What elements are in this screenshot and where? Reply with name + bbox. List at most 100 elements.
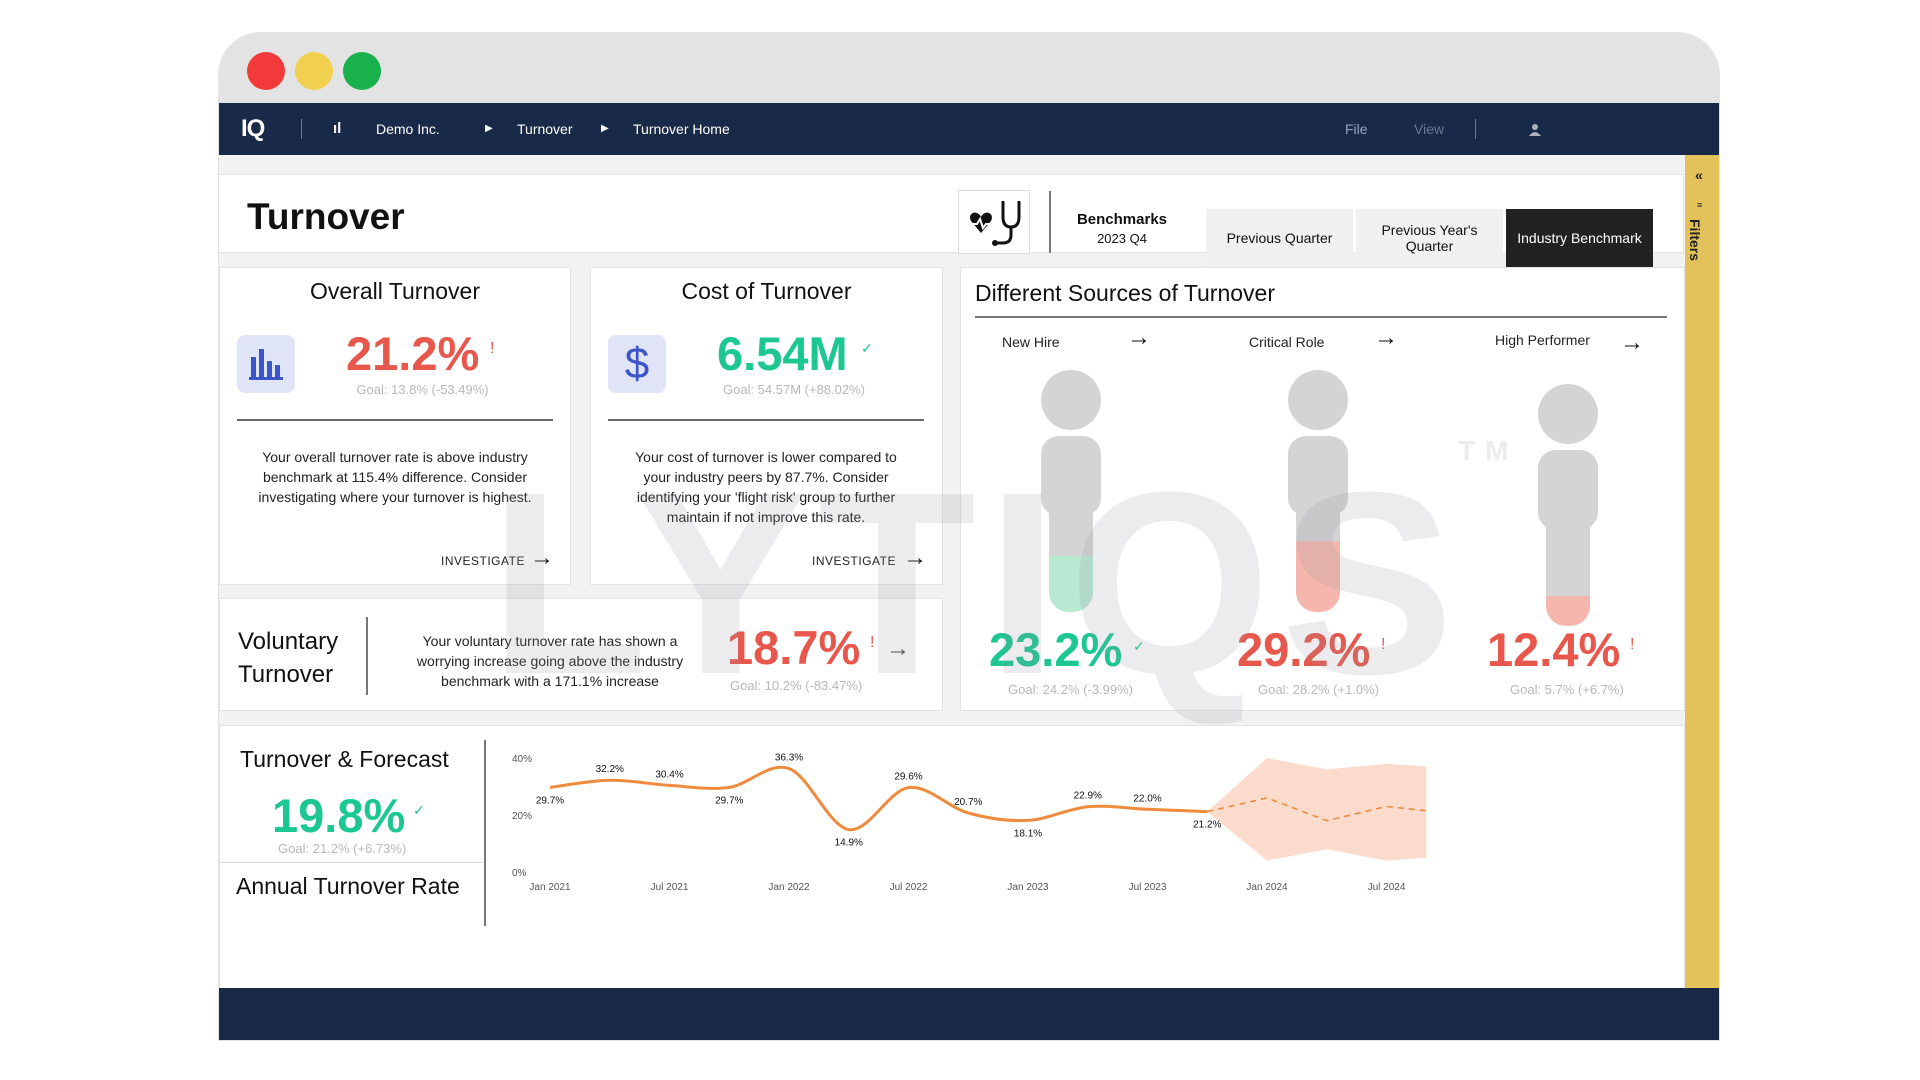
voluntary-description: Your voluntary turnover rate has shown a… [416,633,684,689]
file-menu[interactable]: File [1345,121,1368,137]
arrow-right-icon[interactable]: → [1374,324,1398,351]
new-hire-goal: Goal: 24.2% (-3.99%) [1008,682,1134,697]
forecast-value: 19.8% [272,789,406,842]
filters-label[interactable]: Filters [1687,219,1703,262]
x-tick-label: Jul 2024 [1368,882,1406,893]
source-label-critical-role: Critical Role [1249,334,1325,350]
cost-of-turnover-value: 6.54M [717,327,848,380]
x-tick-label: Jan 2023 [1007,882,1049,893]
voluntary-goal: Goal: 10.2% (-83.47%) [730,678,863,693]
chevron-right-icon: ▶ [601,123,609,134]
voluntary-turnover-card: Voluntary Turnover Your voluntary turnov… [219,598,943,711]
cost-of-turnover-card: Cost of Turnover $ 6.54M ✓ Goal: 54.57M … [590,267,943,585]
check-icon: ✓ [413,802,425,818]
source-label-high-performer: High Performer [1495,332,1590,348]
card-title: Cost of Turnover [681,278,852,304]
y-tick-label: 20% [512,811,532,822]
person-figures [1041,370,1598,626]
x-tick-label: Jul 2022 [890,882,928,893]
x-tick-label: Jul 2021 [651,882,689,893]
voluntary-value: 18.7% [727,621,861,674]
arrow-right-icon[interactable]: → [903,544,927,571]
maximize-window-button[interactable] [343,52,381,90]
data-label: 30.4% [655,769,683,780]
x-tick-label: Jul 2023 [1129,882,1167,893]
filter-icon: ≡ [1697,200,1703,210]
top-navbar: IQ ıl Demo Inc. ▶ Turnover ▶ Turnover Ho… [219,103,1719,155]
card-title: Different Sources of Turnover [975,280,1275,306]
investigate-link[interactable]: INVESTIGATE [812,554,896,568]
divider [608,419,924,421]
divider [366,617,368,695]
new-hire-value: 23.2% [989,623,1123,676]
card-title: Overall Turnover [309,278,480,304]
alert-icon: ! [1381,636,1386,653]
forecast-band [1207,758,1427,861]
annual-turnover-box: Annual Turnover Rate [220,862,485,923]
data-label: 20.7% [954,797,982,808]
divider [237,419,553,421]
arrow-right-icon[interactable]: → [886,635,910,662]
previous-quarter-button[interactable]: Previous Quarter [1206,209,1353,270]
user-icon[interactable] [1528,103,1542,155]
divider [1049,191,1051,253]
data-label: 22.9% [1074,791,1102,802]
header-panel: Turnover Benchmarks 2023 Q4 Previous Qua… [219,174,1684,270]
arrow-right-icon[interactable]: → [530,544,554,571]
close-window-button[interactable] [247,52,285,90]
turnover-forecast-card: Turnover & Forecast 19.8% ✓ Goal: 21.2% … [219,725,1685,990]
cost-description: Your cost of turnover is lower compared … [635,449,897,525]
arrow-right-icon[interactable]: → [1620,329,1644,356]
dollar-icon: $ [608,335,666,393]
filters-sidebar[interactable]: « ≡ Filters [1685,155,1719,988]
benchmarks-period: 2023 Q4 [1097,231,1147,246]
collapse-icon[interactable]: « [1695,167,1703,183]
arrow-right-icon[interactable]: → [1127,324,1151,351]
data-label: 29.7% [536,795,564,806]
divider [484,740,486,926]
new-hire-fill [1041,555,1101,612]
data-label: 29.7% [715,795,743,806]
chevron-right-icon: ▶ [485,123,493,134]
investigate-link[interactable]: INVESTIGATE [441,554,525,568]
voluntary-title-line1: Voluntary [238,628,339,655]
dashboard-content: Turnover Benchmarks 2023 Q4 Previous Qua… [219,155,1685,990]
industry-benchmark-button[interactable]: Industry Benchmark [1506,209,1653,270]
previous-years-quarter-button[interactable]: Previous Year's Quarter [1356,209,1503,270]
data-label: 29.6% [894,772,922,783]
forecast-line [1207,797,1427,822]
turnover-series-line [549,765,1208,832]
bar-chart-icon [237,335,295,393]
view-menu[interactable]: View [1414,121,1445,137]
source-label-new-hire: New Hire [1002,334,1060,350]
check-icon: ✓ [861,340,873,356]
voluntary-title: Voluntary Turnover [238,625,338,691]
turnover-line-chart: 0% 20% 40% Jan 2021 Jul 2021 Jan 2022 Jul 2022… [512,753,1427,893]
high-performer-value: 12.4% [1487,623,1621,676]
cost-goal: Goal: 54.57M (+88.02%) [723,382,865,397]
app-window: IQ ıl Demo Inc. ▶ Turnover ▶ Turnover Ho… [219,33,1719,1040]
nav-divider [301,119,302,139]
breadcrumb-turnover-home[interactable]: Turnover Home [633,121,730,137]
breadcrumb-company[interactable]: Demo Inc. [376,121,440,137]
window-titlebar [219,33,1719,103]
page-title: Turnover [247,196,405,237]
data-label: 14.9% [835,838,863,849]
overall-goal: Goal: 13.8% (-53.49%) [356,382,489,397]
alert-icon: ! [490,340,495,357]
minimize-window-button[interactable] [295,52,333,90]
critical-role-value: 29.2% [1237,623,1371,676]
bar-chart-icon[interactable]: ıl [333,120,342,137]
card-title: Turnover & Forecast [240,746,449,772]
critical-role-fill [1288,541,1348,612]
alert-icon: ! [1630,636,1635,653]
data-label: 21.2% [1193,820,1221,831]
data-label: 22.0% [1133,793,1161,804]
voluntary-title-line2: Turnover [238,661,334,688]
footer-bar [219,988,1719,1040]
nav-divider [1475,119,1476,139]
breadcrumb-turnover[interactable]: Turnover [517,121,573,137]
app-logo[interactable]: IQ [241,115,265,142]
data-label: 36.3% [775,753,803,764]
annual-turnover-label: Annual Turnover Rate [236,873,460,899]
